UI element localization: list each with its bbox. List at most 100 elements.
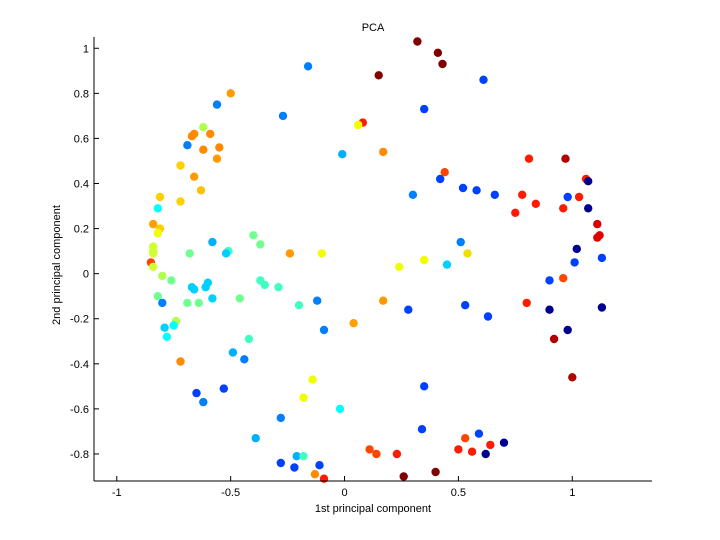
scatter-point-112	[420, 382, 429, 391]
scatter-point-8	[278, 111, 288, 121]
scatter-point-125	[365, 445, 374, 454]
scatter-point-46	[593, 219, 602, 229]
scatter-point-29	[584, 177, 593, 186]
y-tick-label-8: 0.8	[74, 88, 89, 100]
scatter-point-56	[572, 244, 581, 254]
scatter-point-120	[474, 429, 484, 438]
x-tick-label-3: 0.5	[451, 487, 466, 499]
scatter-point-35	[490, 190, 499, 199]
scatter-point-19	[212, 154, 222, 163]
scatter-point-127	[467, 447, 477, 456]
scatter-point-25	[440, 168, 449, 177]
scatter-point-87	[194, 298, 203, 308]
x-tick-label-0: -1	[112, 487, 122, 499]
y-tick-label-9: 1	[83, 43, 89, 55]
y-tick-label-1: -0.6	[70, 404, 89, 416]
scatter-point-16	[183, 141, 192, 150]
scatter-point-24	[176, 161, 185, 170]
scatter-point-89	[313, 296, 322, 305]
scatter-point-137	[310, 470, 320, 479]
scatter-point-45	[149, 219, 158, 229]
scatter-point-31	[472, 186, 481, 195]
scatter-point-38	[155, 192, 165, 202]
scatter-point-62	[463, 249, 472, 258]
scatter-point-97	[483, 312, 493, 321]
scatter-point-124	[486, 440, 495, 450]
scatter-point-71	[158, 271, 167, 281]
scatter-point-37	[574, 192, 584, 202]
scatter-point-69	[395, 262, 404, 272]
scatter-point-92	[461, 301, 470, 310]
scatter-point-99	[349, 319, 358, 328]
scatter-point-12	[199, 123, 208, 132]
scatter-point-139	[319, 474, 329, 483]
scatter-point-83	[153, 292, 162, 301]
scatter-point-20	[338, 150, 347, 159]
scatter-point-76	[545, 276, 554, 285]
scatter-point-96	[404, 305, 413, 314]
scatter-point-132	[299, 452, 308, 461]
scatter-point-49	[249, 231, 258, 240]
y-tick-label-0: -0.8	[70, 449, 89, 461]
y-tick-label-6: 0.4	[74, 178, 89, 190]
scatter-point-108	[240, 355, 249, 364]
scatter-point-119	[417, 425, 427, 434]
scatter-point-70	[149, 262, 158, 272]
scatter-point-135	[315, 461, 324, 470]
scatter-point-26	[190, 172, 199, 181]
scatter-point-81	[201, 283, 210, 292]
scatter-point-107	[228, 348, 238, 357]
scatter-point-67	[570, 258, 579, 267]
scatter-point-101	[160, 323, 169, 332]
scatter-point-84	[208, 294, 217, 303]
scatter-point-51	[593, 233, 602, 242]
scatter-point-15	[206, 129, 215, 139]
scatter-point-68	[442, 260, 452, 269]
x-tick-label-1: -0.5	[221, 487, 240, 499]
scatter-point-88	[158, 298, 167, 308]
scatter-point-72	[559, 274, 568, 283]
scatter-point-18	[199, 145, 208, 154]
scatter-point-60	[185, 249, 194, 258]
scatter-point-42	[584, 204, 593, 213]
scatter-point-48	[153, 228, 162, 238]
scatter-point-7	[212, 100, 222, 109]
scatter-point-43	[153, 204, 162, 213]
scatter-point-64	[317, 249, 326, 258]
y-tick-label-5: 0.2	[74, 224, 89, 236]
scatter-point-126	[454, 445, 463, 454]
scatter-point-85	[235, 294, 244, 303]
scatter-point-128	[481, 449, 490, 459]
scatter-point-5	[303, 62, 313, 71]
scatter-point-33	[518, 190, 527, 199]
scatter-point-61	[149, 249, 158, 258]
scatter-point-0	[413, 37, 422, 46]
scatter-point-103	[563, 325, 572, 335]
scatter-point-86	[183, 298, 192, 308]
scatter-point-44	[511, 208, 520, 217]
scatter-point-94	[597, 303, 607, 312]
scatter-point-121	[461, 434, 470, 443]
scatter-point-65	[420, 255, 429, 265]
axes: -1 -0.5 0 0.5 1 -0.8 -0.6 -0.4 -0.2 0 0.2 0.4 0.6 0.8…	[70, 37, 652, 499]
y-tick-label-3: -0.2	[70, 314, 89, 326]
scatter-point-6	[226, 89, 235, 98]
scatter-point-136	[431, 467, 440, 477]
scatter-point-36	[563, 192, 572, 202]
scatter-point-22	[524, 154, 534, 163]
scatter-point-53	[456, 237, 465, 247]
scatter-point-133	[276, 458, 285, 468]
scatter-point-27	[436, 174, 445, 184]
scatter-point-3	[374, 71, 383, 80]
x-tick-label-4: 1	[569, 487, 575, 499]
scatter-point-23	[561, 154, 570, 163]
scatter-point-129	[372, 449, 381, 459]
scatter-point-39	[176, 197, 185, 206]
scatter-point-11	[354, 120, 363, 130]
scatter-point-114	[192, 388, 201, 398]
scatter-point-109	[176, 357, 185, 366]
scatter-point-93	[294, 301, 304, 310]
scatter-point-90	[379, 296, 388, 305]
scatter-point-123	[499, 438, 509, 447]
